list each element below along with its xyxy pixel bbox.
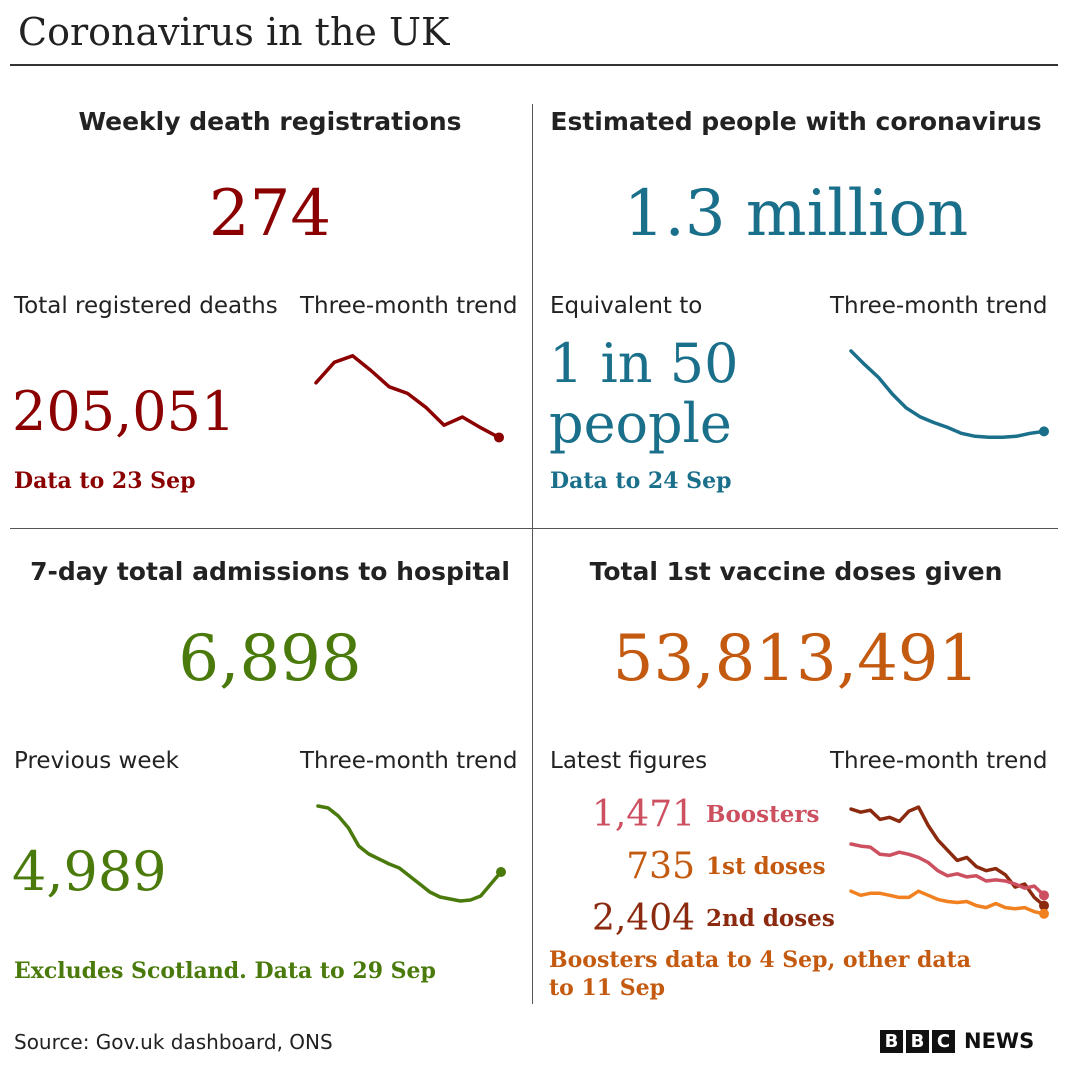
vertical-divider-top: [532, 104, 533, 528]
boosters-trend-line-end-point: [1039, 890, 1049, 901]
hospital-trend-line: [316, 804, 503, 903]
source-note: Source: Gov.uk dashboard, ONS: [14, 1030, 333, 1054]
vaccine-trend-chart: [849, 805, 1049, 919]
infections-estimate-value: 1.3 million: [623, 177, 969, 251]
boosters-label: Boosters: [706, 801, 820, 828]
hospital-panel-title: 7-day total admissions to hospital: [30, 557, 510, 586]
boosters-value: 1,471: [591, 794, 695, 835]
vaccine-data-note-line1: Boosters data to 4 Sep, other data: [549, 947, 972, 973]
infections-trend-label: Three-month trend: [830, 293, 1048, 319]
first-doses-value: 735: [626, 846, 695, 887]
deaths-trend-line-end-point: [494, 432, 504, 443]
vaccine-total-value: 53,813,491: [612, 622, 980, 696]
hospital-previous-value: 4,989: [12, 840, 167, 903]
hospital-admissions-value: 6,898: [178, 622, 362, 696]
title-divider: [10, 64, 1058, 66]
second-doses-trend-line-end-point: [1039, 900, 1049, 911]
logo-letter-c: C: [932, 1029, 955, 1053]
infections-panel-title: Estimated people with coronavirus: [550, 107, 1042, 136]
hospital-trend-label: Three-month trend: [300, 748, 518, 774]
vaccine-data-note-line2: to 11 Sep: [549, 975, 666, 1001]
first-doses-label: 1st doses: [706, 853, 826, 880]
deaths-panel-title: Weekly death registrations: [78, 107, 462, 136]
hospital-trend-chart: [316, 804, 506, 903]
first-doses-trend-line: [849, 889, 1046, 916]
infections-trend-line: [849, 349, 1046, 439]
bbc-news-logo: B B C NEWS: [880, 1029, 1034, 1053]
deaths-total-label: Total registered deaths: [14, 293, 278, 319]
hospital-previous-label: Previous week: [14, 748, 179, 774]
horizontal-divider: [10, 528, 1058, 529]
second-doses-trend-line: [849, 805, 1046, 908]
vaccine-latest-label: Latest figures: [550, 748, 708, 774]
logo-news-text: NEWS: [964, 1029, 1035, 1053]
second-doses-label: 2nd doses: [706, 905, 835, 932]
hospital-trend-line-end-point: [496, 867, 506, 877]
page-title: Coronavirus in the UK: [18, 10, 450, 54]
infections-ratio-line2: people: [549, 392, 732, 455]
infections-trend-chart: [849, 349, 1049, 439]
first-doses-trend-line-end-point: [1039, 908, 1049, 919]
logo-letter-b2: B: [906, 1029, 929, 1053]
deaths-trend-label: Three-month trend: [300, 293, 518, 319]
second-doses-value: 2,404: [591, 898, 695, 939]
vaccine-trend-label: Three-month trend: [830, 748, 1048, 774]
infections-equivalent-label: Equivalent to: [550, 293, 703, 319]
vertical-divider-bottom: [532, 528, 533, 1004]
boosters-trend-line: [849, 842, 1046, 898]
deaths-total-value: 205,051: [12, 380, 236, 443]
hospital-data-note: Excludes Scotland. Data to 29 Sep: [14, 958, 436, 984]
deaths-weekly-value: 274: [208, 177, 332, 251]
logo-letter-b1: B: [880, 1029, 903, 1053]
infections-ratio-line1: 1 in 50: [549, 332, 739, 395]
infections-trend-line-end-point: [1039, 426, 1049, 437]
deaths-trend-line: [314, 354, 501, 440]
infections-data-note: Data to 24 Sep: [550, 468, 732, 494]
deaths-data-note: Data to 23 Sep: [14, 468, 196, 494]
deaths-trend-chart: [314, 354, 504, 443]
vaccine-panel-title: Total 1st vaccine doses given: [589, 557, 1003, 586]
